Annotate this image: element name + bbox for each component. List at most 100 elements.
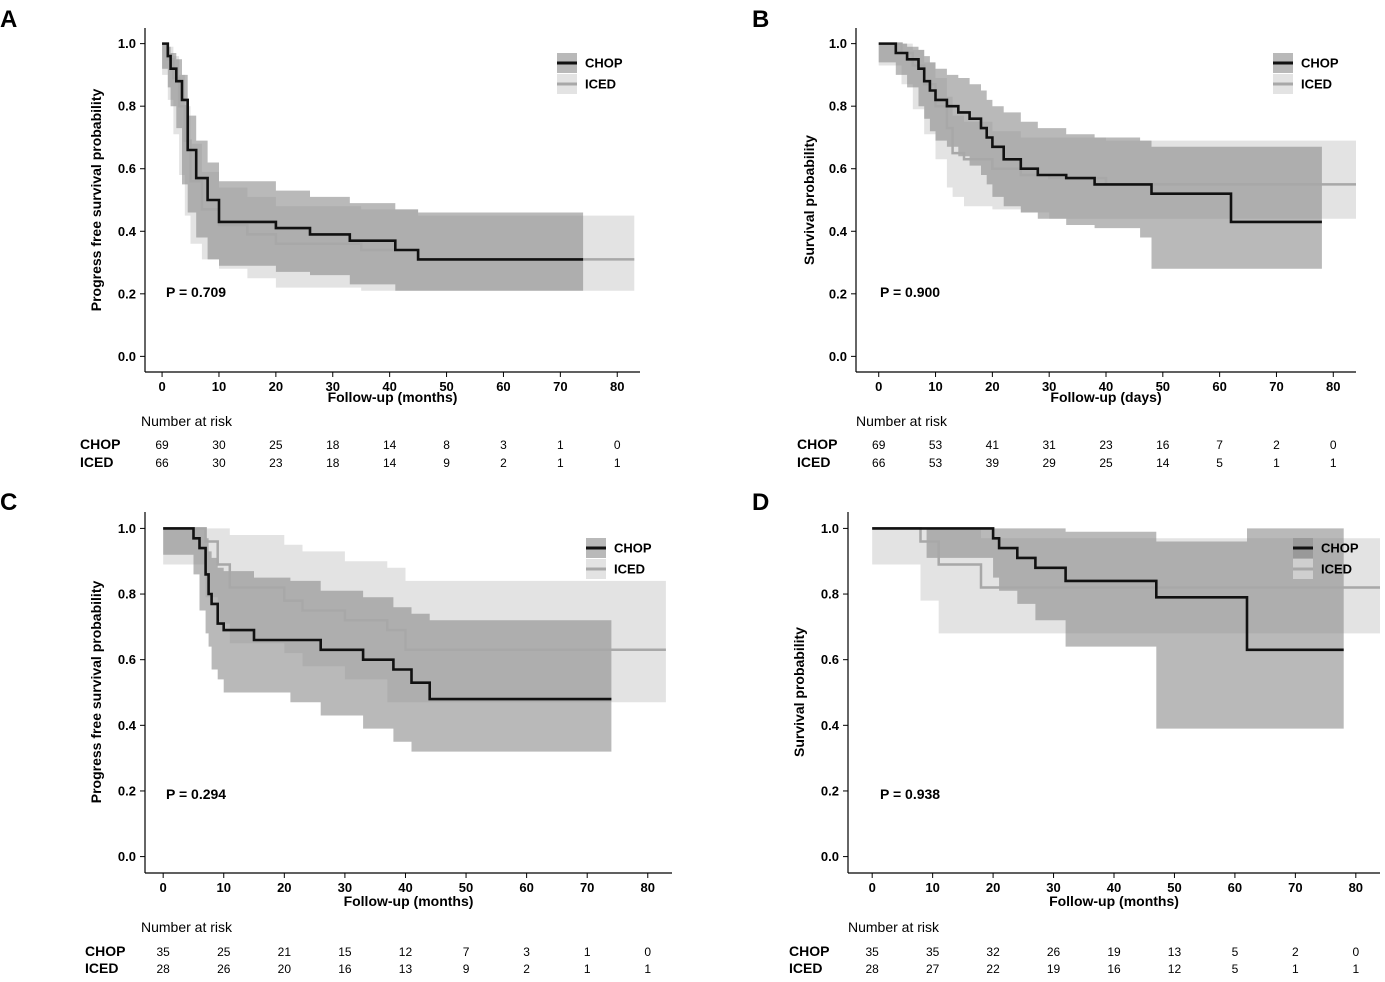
risk-count: 16 — [1156, 438, 1170, 452]
iced-survival-curve — [163, 527, 666, 652]
risk-table-title: Number at risk — [141, 413, 233, 429]
risk-count: 41 — [986, 438, 1000, 452]
chop-survival-curve — [162, 42, 584, 261]
risk-count: 21 — [278, 945, 292, 959]
risk-count: 1 — [557, 438, 564, 452]
risk-count: 29 — [1043, 456, 1057, 470]
risk-count: 7 — [463, 945, 470, 959]
x-tick-label: 70 — [1288, 880, 1302, 895]
risk-count: 53 — [929, 456, 943, 470]
y-tick-label: 1.0 — [118, 36, 136, 51]
p-value: P = 0.294 — [166, 786, 226, 802]
legend-label-iced: ICED — [1301, 77, 1332, 92]
y-tick-label: 0.2 — [118, 783, 136, 798]
x-tick-label: 0 — [158, 379, 165, 394]
risk-count: 26 — [217, 962, 231, 976]
x-axis-title: Follow-up (days) — [1050, 389, 1161, 405]
risk-count: 1 — [557, 456, 564, 470]
risk-count: 12 — [1168, 962, 1182, 976]
x-tick-label: 50 — [459, 880, 473, 895]
risk-count: 1 — [614, 456, 621, 470]
x-tick-label: 20 — [277, 880, 291, 895]
risk-count: 30 — [212, 438, 226, 452]
risk-count: 16 — [338, 962, 352, 976]
y-tick-label: 0.4 — [821, 718, 840, 733]
y-tick-label: 0.4 — [829, 224, 848, 239]
risk-group-label: CHOP — [797, 436, 837, 452]
x-tick-label: 30 — [1046, 880, 1060, 895]
risk-count: 30 — [212, 456, 226, 470]
risk-count: 69 — [872, 438, 886, 452]
y-tick-label: 0.2 — [821, 783, 839, 798]
y-tick-label: 0.0 — [118, 349, 136, 364]
x-tick-label: 30 — [326, 379, 340, 394]
risk-count: 25 — [217, 945, 231, 959]
risk-group-label: ICED — [789, 960, 822, 976]
legend: CHOP ICED — [1293, 538, 1359, 579]
risk-count: 35 — [926, 945, 940, 959]
legend: CHOP ICED — [586, 538, 652, 579]
y-tick-label: 0.4 — [118, 718, 137, 733]
x-tick-label: 20 — [269, 379, 283, 394]
risk-count: 53 — [929, 438, 943, 452]
risk-count: 39 — [986, 456, 1000, 470]
x-axis-title: Follow-up (months) — [328, 389, 458, 405]
risk-count: 25 — [1099, 456, 1113, 470]
y-tick-label: 0.6 — [118, 161, 136, 176]
x-axis-title: Follow-up (months) — [1049, 893, 1179, 909]
x-tick-label: 60 — [519, 880, 533, 895]
risk-count: 13 — [399, 962, 413, 976]
x-tick-label: 80 — [1326, 379, 1340, 394]
y-tick-label: 0.8 — [118, 99, 136, 114]
x-tick-label: 80 — [1349, 880, 1363, 895]
p-value: P = 0.938 — [880, 786, 940, 802]
risk-count: 12 — [399, 945, 413, 959]
legend-label-chop: CHOP — [614, 541, 652, 556]
y-tick-label: 1.0 — [118, 521, 136, 536]
risk-count: 5 — [1216, 456, 1223, 470]
x-tick-label: 10 — [925, 880, 939, 895]
x-tick-label: 10 — [217, 880, 231, 895]
y-axis-title: Survival probability — [801, 135, 817, 265]
risk-count: 2 — [1273, 438, 1280, 452]
legend-label-iced: ICED — [1321, 562, 1352, 577]
risk-count: 16 — [1107, 962, 1121, 976]
x-tick-label: 60 — [1212, 379, 1226, 394]
y-tick-label: 1.0 — [829, 36, 847, 51]
y-axis-title: Progress free survival probability — [88, 89, 104, 312]
risk-group-label: ICED — [85, 960, 118, 976]
legend: CHOP ICED — [1273, 53, 1339, 94]
risk-count: 31 — [1043, 438, 1057, 452]
legend-label-chop: CHOP — [1321, 541, 1359, 556]
risk-table-title: Number at risk — [856, 413, 948, 429]
y-tick-label: 0.6 — [821, 652, 839, 667]
risk-count: 1 — [1352, 962, 1359, 976]
panel-a: A0.00.20.40.60.81.00 10 20 30 40 50 60 70 80Foll… — [0, 6, 640, 470]
risk-count: 69 — [155, 438, 169, 452]
legend-label-chop: CHOP — [585, 56, 623, 71]
risk-count: 18 — [326, 438, 340, 452]
risk-count: 1 — [644, 962, 651, 976]
y-tick-label: 0.2 — [829, 286, 847, 301]
x-tick-label: 40 — [1107, 880, 1121, 895]
risk-count: 20 — [278, 962, 292, 976]
x-tick-label: 60 — [1228, 880, 1242, 895]
risk-count: 13 — [1168, 945, 1182, 959]
x-tick-label: 50 — [1156, 379, 1170, 394]
risk-count: 19 — [1107, 945, 1121, 959]
x-axis-title: Follow-up (months) — [344, 893, 474, 909]
iced-survival-curve — [872, 527, 1380, 589]
risk-count: 0 — [1330, 438, 1337, 452]
legend-label-iced: ICED — [614, 562, 645, 577]
risk-count: 26 — [1047, 945, 1061, 959]
risk-count: 23 — [269, 456, 283, 470]
risk-count: 5 — [1232, 945, 1239, 959]
chop-confidence-band — [162, 43, 584, 291]
x-tick-label: 30 — [338, 880, 352, 895]
risk-count: 1 — [1292, 962, 1299, 976]
y-tick-label: 0.0 — [821, 849, 839, 864]
x-tick-label: 40 — [398, 880, 412, 895]
risk-count: 19 — [1047, 962, 1061, 976]
legend-label-chop: CHOP — [1301, 56, 1339, 71]
